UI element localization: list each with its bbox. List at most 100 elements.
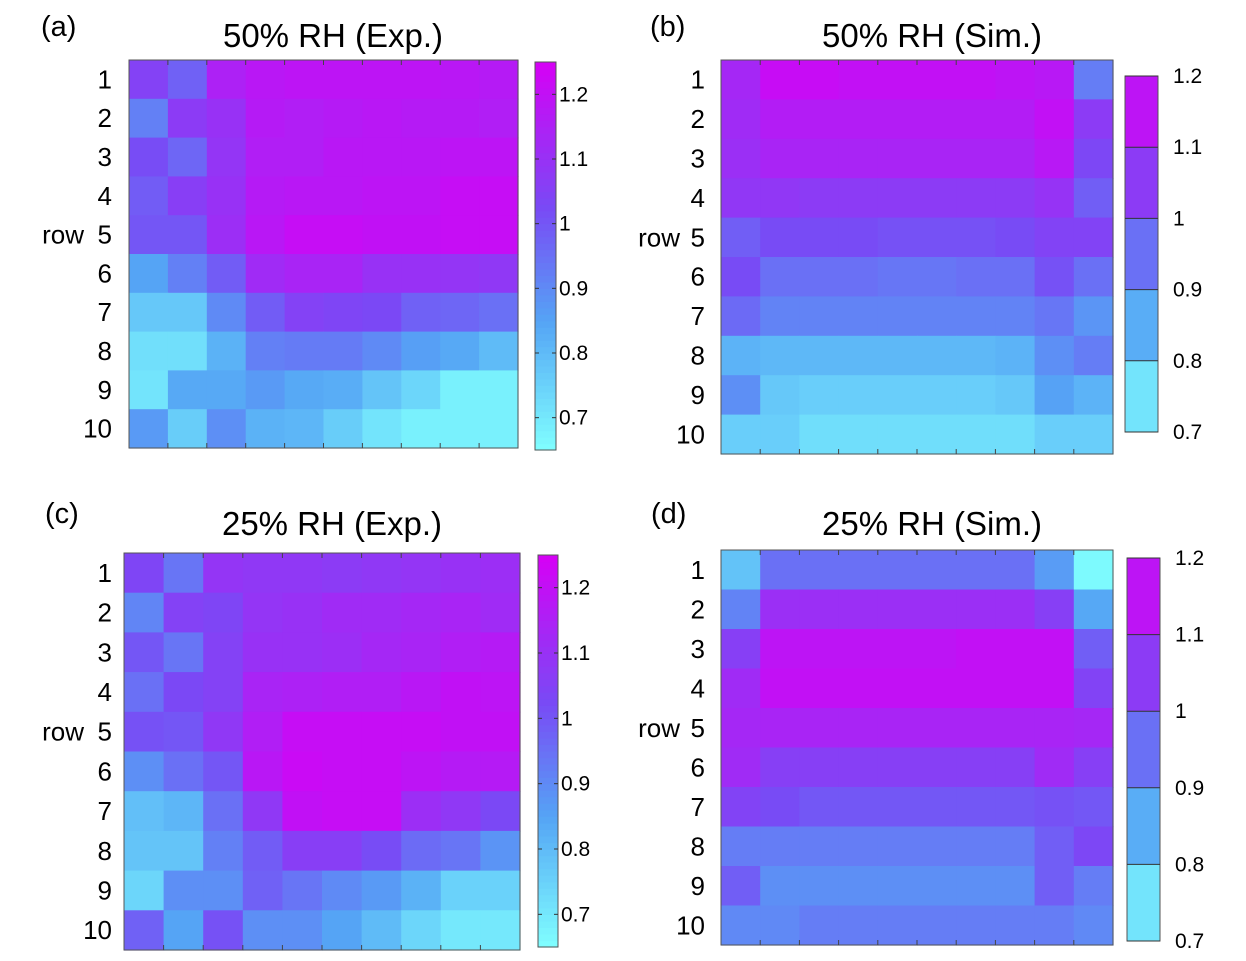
row-tick-label: 2 <box>691 104 705 134</box>
heatmap-cell <box>760 708 800 749</box>
colorbar-segment <box>538 868 558 876</box>
heatmap-cell <box>995 217 1036 258</box>
heatmap-cell <box>721 335 761 376</box>
heatmap-cell <box>322 632 363 673</box>
heatmap-cell <box>323 215 363 255</box>
colorbar-segment <box>535 159 556 167</box>
heatmap-cell <box>995 708 1036 749</box>
heatmap-cell <box>721 217 761 258</box>
heatmap-cell <box>401 176 441 216</box>
heatmap-cell <box>877 589 918 630</box>
heatmap-cell <box>1073 178 1114 219</box>
heatmap-cell <box>877 668 918 709</box>
heatmap-cell <box>1034 335 1075 376</box>
heatmap-cell <box>480 870 521 911</box>
colorbar-segment <box>538 862 558 870</box>
row-tick-label: 2 <box>691 594 705 624</box>
colorbar-segment <box>535 437 556 445</box>
colorbar-segment <box>538 796 558 804</box>
colorbar-segment <box>535 340 556 348</box>
heatmap-cell <box>956 866 996 907</box>
heatmap-cell <box>721 375 761 416</box>
heatmap-cell <box>163 672 204 713</box>
heatmap-cell <box>995 589 1036 630</box>
heatmap-cell <box>760 138 800 179</box>
heatmap-cell <box>838 866 879 907</box>
heatmap-cell <box>838 60 879 100</box>
heatmap-cell <box>163 791 204 832</box>
heatmap-cell <box>721 257 761 297</box>
heatmap-cell <box>877 257 918 297</box>
colorbar-segment <box>538 568 558 576</box>
heatmap-cell <box>721 866 761 907</box>
heatmap-cell <box>284 409 325 449</box>
heatmap-cell <box>323 60 363 100</box>
heatmap-cell <box>760 257 800 297</box>
heatmap-cell <box>956 550 996 591</box>
colorbar-segment <box>535 184 556 192</box>
heatmap-cell <box>440 751 481 792</box>
heatmap-cell <box>995 826 1036 867</box>
heatmap-cell <box>1073 375 1114 416</box>
heatmap-cell <box>799 257 840 297</box>
heatmap-cell <box>479 176 519 216</box>
colorbar-segment <box>535 372 556 380</box>
heatmap-cell <box>401 60 441 100</box>
row-tick-label: 4 <box>691 183 705 213</box>
row-tick-label: 10 <box>83 915 112 945</box>
heatmap-cell <box>167 370 208 410</box>
heatmap-cell <box>479 331 519 371</box>
heatmap-cell <box>480 751 521 792</box>
heatmap-cell <box>877 138 918 179</box>
heatmap-cell <box>917 668 957 709</box>
heatmap-cell <box>799 826 840 867</box>
heatmap-cell <box>956 826 996 867</box>
heatmap-cell <box>282 751 323 792</box>
heatmap-cell <box>206 215 247 255</box>
row-tick-label: 8 <box>98 836 112 866</box>
heatmap-cell <box>401 910 442 951</box>
heatmap-cell <box>799 589 840 630</box>
heatmap-cell <box>203 553 244 594</box>
heatmap-cell <box>284 331 325 371</box>
heatmap-cell <box>401 331 441 371</box>
heatmap-cell <box>401 592 442 633</box>
colorbar-segment <box>535 404 556 412</box>
heatmap-cell <box>956 217 996 258</box>
colorbar-tick-label: 1.2 <box>1175 547 1204 570</box>
heatmap-cell <box>167 60 208 100</box>
heatmap-cell <box>838 99 879 140</box>
heatmap-cell <box>361 553 402 594</box>
heatmap-cell <box>479 292 519 333</box>
row-tick-label: 1 <box>98 558 112 588</box>
heatmap-cell <box>877 217 918 258</box>
colorbar-tick-label: 0.7 <box>1175 930 1204 953</box>
colorbar-segment <box>535 210 556 218</box>
colorbar-segment <box>535 236 556 244</box>
row-tick-label: 6 <box>691 752 705 782</box>
heatmap-cell <box>1034 296 1075 337</box>
heatmap-cell <box>163 910 204 951</box>
colorbar-segment <box>538 881 558 889</box>
heatmap-cell <box>440 632 481 673</box>
heatmap-cell <box>956 747 996 788</box>
row-tick-label: 5 <box>691 222 705 252</box>
heatmap-cell <box>479 409 519 449</box>
heatmap-cell <box>1034 589 1075 630</box>
heatmap-cell <box>361 791 402 832</box>
colorbar-segment <box>538 842 558 850</box>
colorbar-segment <box>535 307 556 315</box>
heatmap-cell <box>721 178 761 219</box>
row-tick-label: 2 <box>98 103 112 133</box>
colorbar-segment <box>535 204 556 212</box>
heatmap-cell <box>323 254 363 294</box>
heatmap-cell <box>480 592 521 633</box>
heatmap-cell <box>480 910 521 951</box>
heatmap-cell <box>282 870 323 911</box>
heatmap-cell <box>129 292 169 333</box>
heatmap-cell <box>440 870 481 911</box>
heatmap-cell <box>322 672 363 713</box>
heatmap-cell <box>245 98 286 139</box>
colorbar-segment <box>538 835 558 844</box>
heatmap-cell <box>167 292 208 333</box>
